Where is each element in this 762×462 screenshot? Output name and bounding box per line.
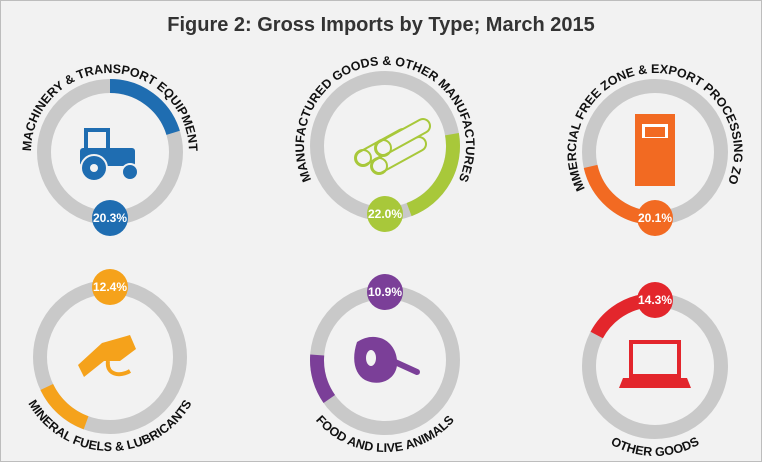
icon-part: [370, 157, 388, 175]
ring-arc: [40, 383, 89, 430]
badge: [367, 196, 403, 232]
ring-arc: [310, 354, 336, 404]
ring-arc: [406, 132, 460, 217]
ring-arc: [109, 79, 180, 136]
badge: [92, 269, 128, 305]
icon: [354, 336, 420, 383]
icon-part: [84, 128, 110, 152]
icon-part: [629, 340, 681, 378]
value-label: 10.9%: [368, 285, 402, 299]
icon-part: [619, 378, 691, 388]
badge: [367, 274, 403, 310]
icon: [619, 340, 691, 388]
value-label: 22.0%: [368, 207, 402, 221]
value-label: 14.3%: [638, 293, 672, 307]
icon-part: [90, 164, 98, 172]
icon-part: [78, 335, 136, 377]
chart-title: Figure 2: Gross Imports by Type; March 2…: [167, 14, 595, 36]
icon-part: [354, 149, 372, 167]
icon-part: [645, 127, 665, 137]
badge: [92, 200, 128, 236]
icon: [78, 335, 136, 377]
badge: [637, 282, 673, 318]
icon-part: [392, 359, 420, 375]
value-label: 20.3%: [93, 211, 127, 225]
icon-part: [366, 350, 376, 366]
value-label: 12.4%: [93, 280, 127, 294]
icon-part: [105, 360, 132, 377]
badge: [637, 200, 673, 236]
value-label: 20.1%: [638, 211, 672, 225]
icon-part: [121, 163, 139, 181]
icon: [80, 128, 139, 182]
icon: [635, 114, 675, 186]
icon-part: [374, 139, 392, 157]
icon: [354, 118, 431, 175]
